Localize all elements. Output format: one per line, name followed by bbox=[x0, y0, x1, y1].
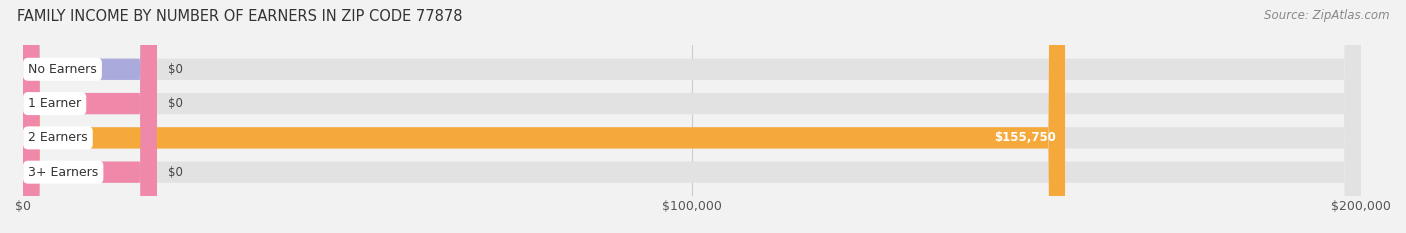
Text: 1 Earner: 1 Earner bbox=[28, 97, 82, 110]
Text: $0: $0 bbox=[167, 166, 183, 179]
Text: 3+ Earners: 3+ Earners bbox=[28, 166, 98, 179]
FancyBboxPatch shape bbox=[22, 0, 1361, 233]
FancyBboxPatch shape bbox=[22, 0, 157, 233]
Text: No Earners: No Earners bbox=[28, 63, 97, 76]
FancyBboxPatch shape bbox=[22, 0, 157, 233]
FancyBboxPatch shape bbox=[22, 0, 157, 233]
Text: $155,750: $155,750 bbox=[994, 131, 1056, 144]
FancyBboxPatch shape bbox=[22, 0, 1361, 233]
Text: FAMILY INCOME BY NUMBER OF EARNERS IN ZIP CODE 77878: FAMILY INCOME BY NUMBER OF EARNERS IN ZI… bbox=[17, 9, 463, 24]
Text: 2 Earners: 2 Earners bbox=[28, 131, 87, 144]
Text: Source: ZipAtlas.com: Source: ZipAtlas.com bbox=[1264, 9, 1389, 22]
FancyBboxPatch shape bbox=[22, 0, 1361, 233]
Text: $0: $0 bbox=[167, 97, 183, 110]
Text: $0: $0 bbox=[167, 63, 183, 76]
FancyBboxPatch shape bbox=[22, 0, 1361, 233]
FancyBboxPatch shape bbox=[22, 0, 1064, 233]
